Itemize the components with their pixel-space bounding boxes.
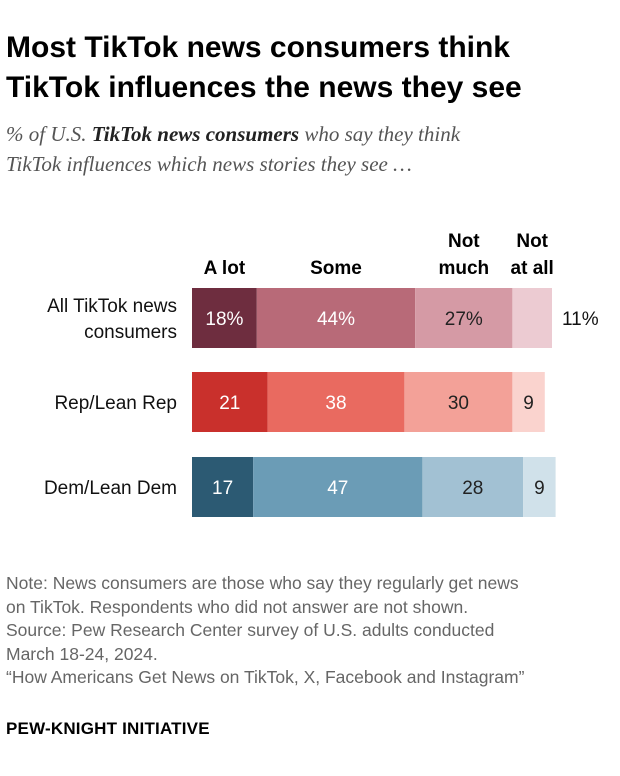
bar-segment: [267, 372, 405, 432]
note-line: Note: News consumers are those who say t…: [6, 573, 519, 593]
column-header: Not: [516, 231, 548, 252]
data-label: 30: [448, 393, 469, 414]
data-label: 47: [327, 478, 348, 499]
bar-segment: [512, 372, 545, 432]
data-label: 9: [534, 478, 545, 499]
category-label: Rep/Lean Rep: [54, 393, 177, 414]
column-header: Not: [448, 231, 480, 252]
subtitle-middle: who say they think: [299, 122, 461, 146]
source-line: Source: Pew Research Center survey of U.…: [6, 620, 495, 640]
note-line: on TikTok. Respondents who did not answe…: [6, 596, 469, 617]
report-title-line: “How Americans Get News on TikTok, X, Fa…: [6, 667, 525, 687]
chart-subtitle: % of U.S. TikTok news consumers who say …: [6, 119, 614, 179]
chart-subtitle-line-2: TikTok influences which news stories the…: [6, 152, 412, 176]
column-header: much: [438, 258, 489, 279]
stacked-bar-chart: A lot Some Not much Not at all All TikTok news…: [44, 231, 599, 517]
bar-segment: [422, 457, 524, 517]
column-header: A lot: [204, 258, 246, 279]
bar-segment: [512, 288, 552, 348]
bar-segment: [192, 457, 254, 517]
subtitle-prefix: % of U.S.: [6, 122, 92, 146]
data-label: 27%: [445, 309, 483, 330]
chart-title-line-2: TikTok influences the news they see: [6, 71, 522, 104]
data-label: 11%: [562, 309, 599, 330]
bar-segment: [404, 372, 513, 432]
bar-segment: [523, 457, 556, 517]
chart-subtitle-line-1: % of U.S. TikTok news consumers who say …: [6, 119, 614, 149]
data-label: 21: [219, 393, 240, 414]
category-label: Dem/Lean Dem: [44, 478, 177, 499]
chart-notes: Note: News consumers are those who say t…: [6, 572, 614, 690]
column-header: at all: [511, 258, 554, 279]
data-label: 9: [523, 393, 534, 414]
bar-segment: [256, 288, 416, 348]
chart-title: Most TikTok news consumers think TikTok …: [6, 28, 606, 108]
source-line: March 18-24, 2024.: [6, 643, 158, 664]
bar-segment: [192, 288, 257, 348]
category-label: All TikTok news: [47, 296, 177, 317]
category-label: consumers: [84, 322, 177, 343]
brand-label: PEW-KNIGHT INITIATIVE: [6, 719, 210, 738]
data-label: 28: [462, 478, 483, 499]
subtitle-emphasis: TikTok news consumers: [91, 122, 300, 146]
bar-segment: [253, 457, 423, 517]
bar-segment: [192, 372, 268, 432]
bar-segment: [415, 288, 513, 348]
data-label: 38: [325, 393, 346, 414]
data-label: 17: [212, 478, 233, 499]
data-label: 18%: [205, 309, 243, 330]
chart-title-line-1: Most TikTok news consumers think: [6, 31, 510, 64]
data-label: 44%: [317, 309, 355, 330]
column-header: Some: [310, 258, 362, 279]
